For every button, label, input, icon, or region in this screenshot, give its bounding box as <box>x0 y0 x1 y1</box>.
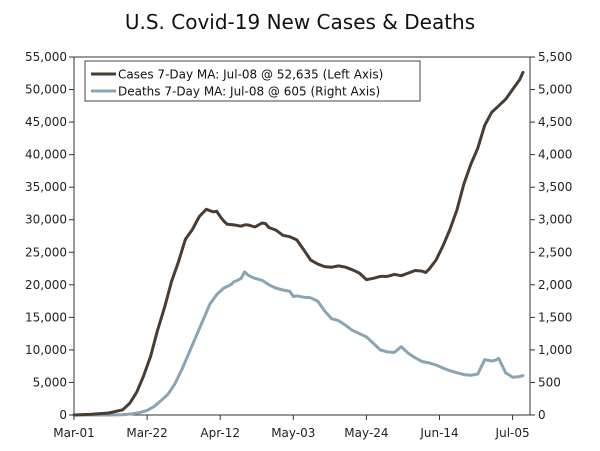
chart-title: U.S. Covid-19 New Cases & Deaths <box>125 10 475 34</box>
legend-label-cases: Cases 7-Day MA: Jul-08 @ 52,635 (Left Ax… <box>118 68 383 82</box>
right-tick-label: 4,500 <box>538 115 572 129</box>
left-tick-label: 20,000 <box>25 278 67 292</box>
x-tick-label: Jul-05 <box>495 426 530 440</box>
left-tick-label: 55,000 <box>25 50 67 64</box>
legend-label-deaths: Deaths 7-Day MA: Jul-08 @ 605 (Right Axi… <box>118 85 380 99</box>
right-tick-label: 5,000 <box>538 83 572 97</box>
x-tick-label: May-03 <box>271 426 315 440</box>
right-tick-label: 1,000 <box>538 343 572 357</box>
plot-frame <box>73 56 531 416</box>
left-tick-label: 30,000 <box>25 213 67 227</box>
left-tick-label: 35,000 <box>25 180 67 194</box>
left-tick-label: 10,000 <box>25 343 67 357</box>
x-tick-label: May-24 <box>344 426 388 440</box>
left-tick-label: 25,000 <box>25 245 67 259</box>
right-tick-label: 3,000 <box>538 213 572 227</box>
x-tick-label: Apr-12 <box>200 426 240 440</box>
right-tick-label: 4,000 <box>538 148 572 162</box>
legend: Cases 7-Day MA: Jul-08 @ 52,635 (Left Ax… <box>84 60 421 102</box>
series-line-deaths <box>72 270 525 417</box>
left-axis: 0 5,000 10,000 15,000 20,000 25,000 30,000 35,0… <box>25 50 74 422</box>
right-tick-label: 2,000 <box>538 278 572 292</box>
right-tick-label: 3,500 <box>538 180 572 194</box>
x-axis: Mar-01 Mar-22 Apr-12 May-03 May-24 Jun-14 Jul-… <box>53 415 530 440</box>
left-tick-label: 0 <box>59 408 67 422</box>
right-tick-label: 2,500 <box>538 245 572 259</box>
x-tick-label: Jun-14 <box>419 426 458 440</box>
plot-area <box>73 56 531 416</box>
left-tick-label: 50,000 <box>25 83 67 97</box>
series-layer <box>72 70 525 417</box>
left-tick-label: 15,000 <box>25 310 67 324</box>
right-axis: 0 500 1,000 1,500 2,000 2,500 3,000 3,500 4,000 4… <box>530 50 572 422</box>
series-line-cases <box>72 70 525 417</box>
x-tick-label: Mar-22 <box>126 426 167 440</box>
right-tick-label: 0 <box>538 408 546 422</box>
left-tick-label: 40,000 <box>25 148 67 162</box>
right-tick-label: 1,500 <box>538 310 572 324</box>
left-tick-label: 5,000 <box>33 375 67 389</box>
legend-box <box>84 60 421 102</box>
left-tick-label: 45,000 <box>25 115 67 129</box>
right-tick-label: 5,500 <box>538 50 572 64</box>
right-tick-label: 500 <box>538 375 561 389</box>
x-tick-label: Mar-01 <box>53 426 94 440</box>
